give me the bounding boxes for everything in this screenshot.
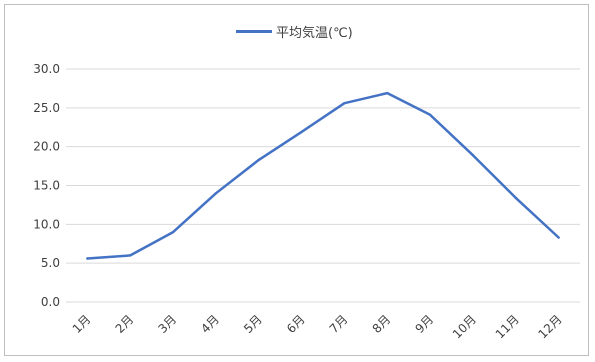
data-point [386,91,389,95]
data-point [471,154,475,157]
gridlines [66,68,580,303]
x-tick-label: 3月 [155,312,179,336]
x-tick-label: 4月 [198,312,222,336]
y-tick-label: 0.0 [41,295,60,309]
chart-frame [4,4,589,356]
y-tick-label: 5.0 [41,256,60,270]
x-tick-label: 11月 [493,312,522,341]
x-tick-label: 7月 [327,312,351,336]
y-tick-label: 25.0 [33,101,60,115]
chart-legend: 平均気温(℃) [236,22,353,41]
y-tick-label: 10.0 [33,217,60,231]
x-tick-label: 8月 [370,312,394,336]
data-point [171,230,175,234]
y-tick-label: 20.0 [33,140,60,154]
legend-label: 平均気温(℃) [276,25,353,41]
y-axis-tick-labels: 0.0 5.0 10.0 15.0 20.0 25.0 30.0 [33,62,60,309]
data-point [257,158,260,162]
x-tick-label: 6月 [284,312,308,336]
x-tick-label: 12月 [536,312,565,341]
series-lines [86,91,560,260]
y-tick-label: 15.0 [33,179,60,193]
data-point [428,113,432,117]
x-axis-tick-labels: 1月 2月 3月 4月 5月 6月 7月 8月 9月 10月 11月 12月 [70,312,565,341]
data-point [557,236,560,239]
data-point [343,101,346,105]
data-point [214,192,218,195]
data-point [86,257,89,260]
series-line [86,91,560,260]
data-point [514,196,517,200]
x-tick-label: 5月 [241,312,265,336]
y-tick-label: 30.0 [33,62,60,76]
x-tick-label: 10月 [450,312,479,341]
x-tick-label: 2月 [113,312,137,336]
data-point [129,254,132,257]
legend-swatch [236,29,272,33]
x-tick-label: 1月 [70,312,94,336]
data-point [300,130,303,134]
x-tick-label: 9月 [412,312,436,336]
